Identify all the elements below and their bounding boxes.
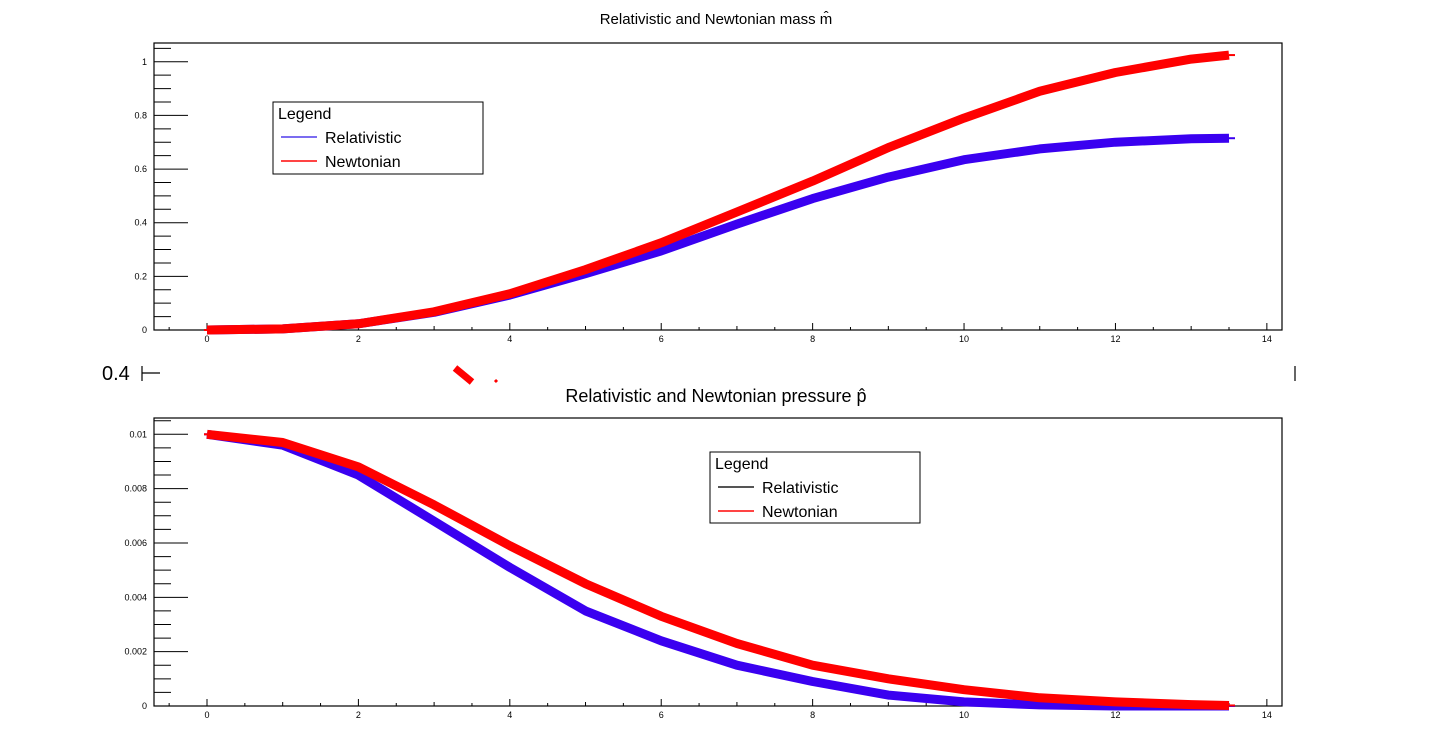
series-group (203, 50, 1236, 335)
x-tick-label: 0 (204, 334, 209, 344)
x-tick-label: 12 (1110, 710, 1120, 720)
x-tick-label: 6 (659, 710, 664, 720)
y-tick-label: 0.2 (134, 271, 147, 281)
y-tick-label: 1 (142, 57, 147, 67)
x-tick-label: 4 (507, 710, 512, 720)
y-axis: 0 0.2 0.4 0.6 0.8 1 (134, 47, 188, 335)
x-tick-label: 2 (356, 710, 361, 720)
x-tick-label: 0 (204, 710, 209, 720)
x-tick-label: 12 (1110, 334, 1120, 344)
chart-title: Relativistic and Newtonian pressure p̂ (565, 386, 866, 406)
y-tick-label: 0.4 (134, 218, 147, 228)
y-tick-label: 0 (142, 701, 147, 711)
plot-frame (153, 417, 1283, 707)
y-tick-label: 0.6 (134, 164, 147, 174)
legend-entry-relativistic: Relativistic (762, 480, 838, 497)
x-tick-label: 8 (810, 710, 815, 720)
x-tick-label: 6 (659, 334, 664, 344)
x-tick-label: 14 (1262, 334, 1272, 344)
x-tick-label: 10 (959, 334, 969, 344)
x-tick-label: 14 (1262, 710, 1272, 720)
y-tick-label: 0.004 (124, 592, 147, 602)
artifact-red-stroke (452, 365, 475, 385)
x-tick-label: 10 (959, 710, 969, 720)
y-tick-label: 0 (142, 325, 147, 335)
legend-entry-newtonian: Newtonian (325, 154, 401, 171)
y-tick-label: 0.01 (129, 429, 147, 439)
artifact-red-dot (493, 378, 499, 384)
y-tick-label: 0.008 (124, 484, 147, 494)
pressure-panel: Relativistic and Newtonian pressure p̂ 0 2… (124, 386, 1283, 720)
legend-entry-newtonian: Newtonian (762, 504, 838, 521)
legend-entry-relativistic: Relativistic (325, 130, 401, 147)
series-line-newtonian (206, 50, 1230, 335)
legend-title: Legend (715, 456, 768, 473)
legend-box: Legend Relativistic Newtonian (709, 451, 921, 524)
series-group (203, 429, 1236, 711)
y-tick-label: 0.002 (124, 647, 147, 657)
series-line-newtonian (206, 429, 1230, 710)
legend-box: Legend Relativistic Newtonian (272, 101, 484, 175)
legend-title: Legend (278, 106, 331, 123)
y-axis: 0 0.002 0.004 0.006 0.008 0.01 (124, 420, 188, 711)
artifact-label: 0.4 (102, 363, 130, 385)
x-tick-label: 2 (356, 334, 361, 344)
y-tick-label: 0.006 (124, 538, 147, 548)
plot-frame (153, 42, 1283, 331)
chart-title: Relativistic and Newtonian mass m̂ (600, 11, 833, 28)
render-artifact: 0.4 (102, 363, 1296, 385)
x-tick-label: 4 (507, 334, 512, 344)
x-tick-label: 8 (810, 334, 815, 344)
series-line-relativistic (206, 429, 1229, 711)
mass-panel: Relativistic and Newtonian mass m̂ 0 2 4 6 8 1… (134, 11, 1283, 344)
y-tick-label: 0.8 (134, 110, 147, 120)
